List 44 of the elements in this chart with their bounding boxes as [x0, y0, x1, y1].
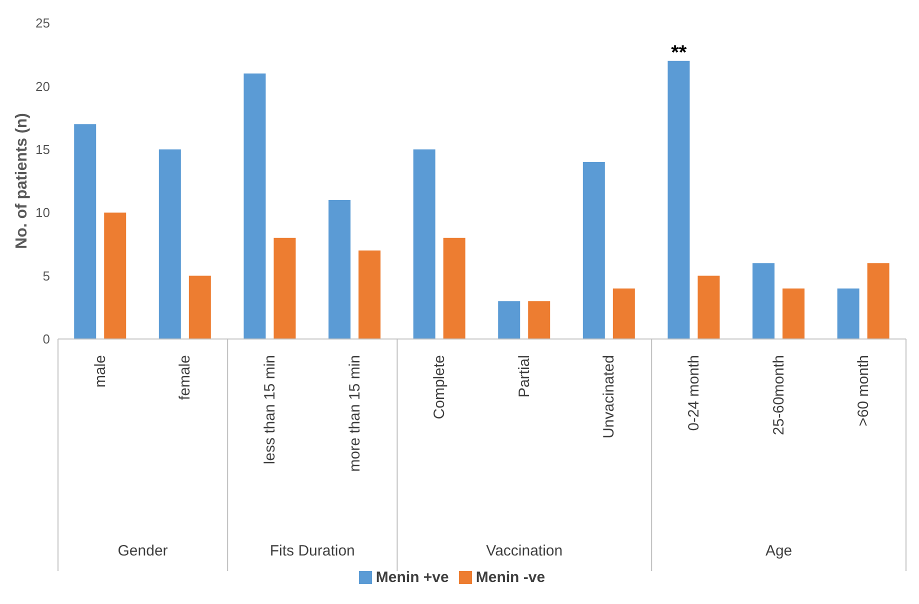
y-tick-label: 25 — [36, 16, 50, 31]
bar — [158, 149, 181, 339]
y-tick-label: 20 — [36, 78, 50, 94]
bar — [498, 301, 520, 339]
x-tick-label: Partial — [516, 355, 533, 398]
bar — [837, 288, 860, 339]
text: Vaccination — [486, 542, 563, 560]
bar — [328, 200, 351, 339]
bar — [782, 288, 805, 339]
x-tick-label: 0-24 month — [686, 355, 702, 431]
bar — [74, 124, 96, 339]
y-tick-label: 15 — [36, 142, 50, 158]
bar — [274, 238, 296, 339]
bar — [867, 263, 890, 339]
x-tick-label: male — [92, 355, 109, 388]
x-tick-label: 25-60month — [770, 355, 788, 436]
bar — [104, 212, 126, 339]
x-tick-label: female — [176, 355, 194, 400]
text: Age — [765, 542, 792, 560]
y-tick-label: 10 — [36, 205, 50, 220]
bar — [668, 60, 690, 339]
bar — [582, 162, 605, 339]
bar — [244, 74, 266, 339]
x-tick-label: Unvacinated — [600, 355, 618, 438]
bar — [698, 276, 720, 339]
legend-label: Menin +ve — [376, 569, 449, 586]
x-tick-label: Complete — [431, 355, 448, 420]
text: Fits Duration — [270, 542, 355, 560]
y-tick-label: 0 — [42, 332, 50, 347]
text: Gender — [118, 542, 168, 560]
legend-label: Menin -ve — [476, 569, 546, 586]
bar — [188, 276, 211, 339]
bar — [752, 263, 775, 339]
bar — [612, 288, 635, 339]
x-tick-label: >60 month — [855, 355, 872, 426]
bar — [443, 238, 466, 339]
bar — [358, 250, 381, 339]
y-tick-label: 5 — [42, 268, 50, 284]
bar — [528, 301, 550, 339]
x-tick-label: more than 15 min — [346, 355, 364, 472]
x-tick-label: less than 15 min — [262, 355, 278, 464]
y-axis-title: No. of patients (n) — [14, 113, 31, 249]
annotation: ** — [671, 42, 687, 64]
bar — [413, 149, 436, 339]
